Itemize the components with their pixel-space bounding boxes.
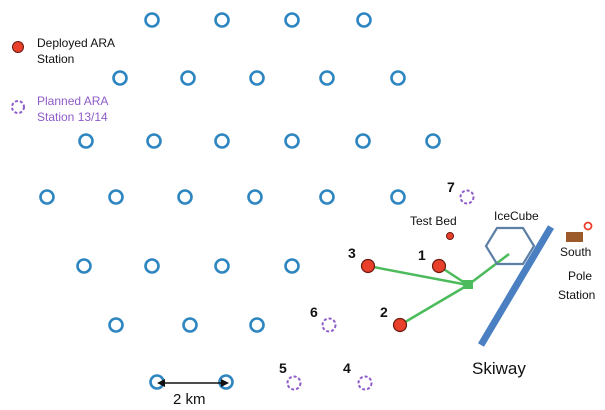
future-station-marker bbox=[247, 189, 263, 205]
future-station-marker bbox=[108, 317, 124, 333]
future-station-marker bbox=[78, 133, 94, 149]
skiway bbox=[477, 225, 555, 347]
scale-bar-label: 2 km bbox=[173, 391, 206, 408]
planned-station-6-marker bbox=[321, 317, 337, 333]
future-station-marker bbox=[390, 189, 406, 205]
legend-deployed-label-line2: Station bbox=[37, 52, 74, 66]
icecube-hexagon-icon bbox=[484, 226, 536, 266]
future-station-marker bbox=[319, 189, 335, 205]
future-station-marker bbox=[39, 189, 55, 205]
future-station-marker bbox=[177, 189, 193, 205]
planned-station-7-label: 7 bbox=[447, 179, 455, 195]
future-station-marker bbox=[356, 12, 372, 28]
future-station-marker bbox=[390, 70, 406, 86]
south-pole-label-line1: South bbox=[560, 245, 591, 259]
south-pole-label-line3: Station bbox=[558, 288, 595, 302]
legend-planned-label-line1: Planned ARA bbox=[37, 94, 108, 108]
legend-planned-label-line2: Station 13/14 bbox=[37, 110, 108, 124]
cable-icecube bbox=[467, 253, 510, 286]
planned-station-4-marker bbox=[357, 375, 373, 391]
future-station-marker bbox=[108, 189, 124, 205]
future-station-marker bbox=[144, 258, 160, 274]
planned-station-6-label: 6 bbox=[310, 304, 318, 320]
cable-hub bbox=[463, 280, 473, 289]
deployed-station-2-marker bbox=[392, 317, 408, 333]
legend-planned-marker bbox=[11, 100, 25, 114]
cable-layer bbox=[367, 253, 510, 327]
future-station-marker bbox=[284, 258, 300, 274]
future-station-marker bbox=[214, 258, 230, 274]
south-pole-label-line2: Pole bbox=[568, 269, 592, 283]
planned-station-5-marker bbox=[286, 375, 302, 391]
future-station-marker bbox=[355, 133, 371, 149]
legend-deployed-marker bbox=[12, 41, 24, 53]
future-station-marker bbox=[284, 133, 300, 149]
future-station-marker bbox=[180, 70, 196, 86]
future-station-marker bbox=[319, 70, 335, 86]
future-station-marker bbox=[76, 258, 92, 274]
cable-station-2 bbox=[399, 283, 469, 327]
south-pole-station-icon bbox=[566, 221, 593, 242]
deployed-station-1-marker bbox=[431, 258, 447, 274]
deployed-station-3-label: 3 bbox=[348, 245, 356, 261]
legend: Deployed ARA Station Planned ARA Station… bbox=[11, 36, 115, 124]
test-bed-marker bbox=[446, 232, 454, 240]
deployed-station-1-label: 1 bbox=[418, 247, 426, 263]
future-station-marker bbox=[144, 12, 160, 28]
planned-station-5-label: 5 bbox=[279, 360, 287, 376]
deployed-station-3-marker bbox=[360, 258, 376, 274]
skiway-label: Skiway bbox=[472, 359, 526, 378]
test-bed-label: Test Bed bbox=[410, 214, 457, 228]
legend-deployed-label-line1: Deployed ARA bbox=[37, 36, 115, 50]
scale-bar: 2 km bbox=[157, 379, 229, 408]
icecube-label: IceCube bbox=[494, 209, 539, 223]
future-station-grid bbox=[39, 12, 441, 390]
future-station-marker bbox=[284, 12, 300, 28]
planned-stations: 4 5 6 7 bbox=[279, 179, 475, 391]
future-station-marker bbox=[182, 317, 198, 333]
future-station-marker bbox=[214, 133, 230, 149]
future-station-marker bbox=[218, 374, 234, 390]
deployed-station-2-label: 2 bbox=[380, 304, 388, 320]
future-station-marker bbox=[146, 133, 162, 149]
future-station-marker bbox=[214, 12, 230, 28]
future-station-marker bbox=[249, 317, 265, 333]
cable-station-3 bbox=[367, 264, 469, 287]
future-station-marker bbox=[425, 133, 441, 149]
future-station-marker bbox=[112, 70, 128, 86]
planned-station-4-label: 4 bbox=[343, 360, 351, 376]
planned-station-7-marker bbox=[459, 189, 475, 205]
deployed-stations: 1 2 3 bbox=[348, 245, 447, 333]
future-station-marker bbox=[249, 70, 265, 86]
